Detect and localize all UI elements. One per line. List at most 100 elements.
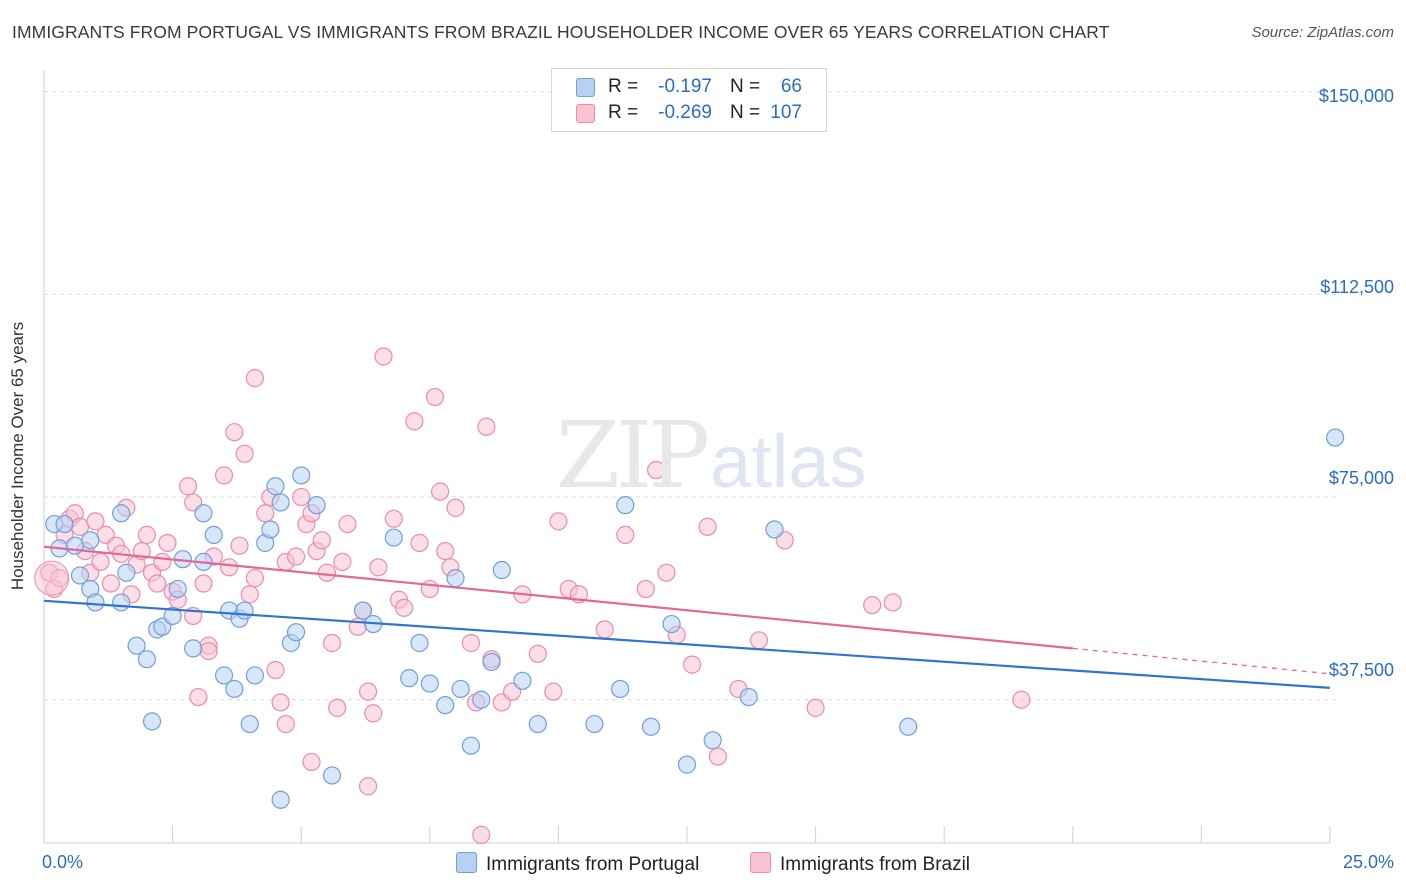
brazil-point	[220, 558, 239, 577]
brazil-swatch	[576, 104, 595, 123]
portugal-point	[703, 731, 722, 750]
portugal-point	[65, 536, 84, 555]
portugal-point	[400, 669, 419, 688]
portugal-point	[436, 696, 455, 715]
brazil-point	[863, 596, 882, 615]
portugal-point	[322, 766, 342, 785]
portugal-point	[616, 496, 635, 515]
brazil-point	[698, 517, 717, 536]
brazil-point	[214, 466, 234, 485]
r-value: -0.197	[658, 76, 712, 97]
portugal-point	[235, 601, 254, 620]
brazil-point	[333, 552, 352, 572]
brazil-point	[225, 423, 244, 442]
portugal-point	[739, 687, 758, 707]
brazil-point	[266, 660, 285, 680]
portugal-point	[214, 666, 234, 685]
portugal-points	[45, 428, 1345, 809]
r-value: -0.269	[658, 102, 712, 123]
brazil-legend-swatch	[750, 852, 771, 873]
portugal-point	[585, 714, 604, 734]
portugal-point	[420, 674, 439, 693]
brazil-point	[286, 547, 306, 566]
brazil-point	[358, 682, 378, 701]
brazil-point	[322, 633, 342, 653]
stats-legend: R = -0.197 N = 66 R = -0.269 N = 107	[551, 68, 827, 132]
brazil-point	[472, 825, 491, 844]
legend-label-portugal: Immigrants from Portugal	[486, 854, 700, 875]
brazil-point	[369, 558, 388, 577]
portugal-point	[266, 477, 285, 496]
brazil-point	[430, 482, 450, 501]
portugal-swatch	[576, 78, 595, 97]
brazil-point	[312, 531, 331, 550]
brazil-point	[461, 633, 481, 653]
portugal-point	[353, 601, 373, 620]
portugal-point	[70, 566, 90, 585]
brazil-point	[230, 536, 249, 555]
brazil-point	[749, 631, 769, 650]
portugal-point	[677, 755, 697, 774]
portugal-point	[307, 496, 326, 515]
brazil-point	[616, 525, 635, 544]
portugal-point	[899, 717, 918, 736]
brazil-point	[384, 509, 403, 528]
brazil-point	[328, 698, 347, 717]
portugal-trend-line	[43, 599, 1331, 689]
brazil-trend-extension	[1072, 647, 1331, 675]
brazil-point	[256, 504, 275, 523]
portugal-point	[184, 639, 203, 658]
brazil-trend-line	[43, 545, 1073, 650]
brazil-point	[271, 693, 290, 712]
legend-label-brazil: Immigrants from Brazil	[780, 854, 971, 875]
brazil-point	[528, 644, 547, 663]
y-tick-label: $37,500	[1328, 660, 1394, 680]
brazil-point	[178, 477, 198, 496]
brazil-point	[245, 369, 265, 388]
brazil-point	[364, 704, 383, 723]
portugal-point	[528, 714, 547, 734]
portugal-point	[127, 636, 146, 655]
brazil-point	[240, 585, 259, 604]
y-tick-label: $112,500	[1320, 277, 1394, 297]
brazil-point	[101, 574, 120, 593]
chart-title: IMMIGRANTS FROM PORTUGAL VS IMMIGRANTS F…	[12, 22, 1110, 42]
portugal-point	[472, 690, 491, 709]
portugal-point	[142, 712, 162, 731]
portugal-point	[513, 671, 532, 690]
brazil-point	[549, 512, 568, 531]
legend-item-portugal[interactable]: Immigrants from Portugal	[456, 852, 699, 876]
brazil-point	[446, 498, 465, 517]
y-tick-label: $150,000	[1318, 86, 1394, 106]
portugal-point	[137, 650, 156, 669]
portugal-point	[292, 466, 311, 485]
brazil-point	[338, 514, 357, 534]
portugal-point	[55, 514, 74, 534]
brazil-point	[194, 574, 213, 593]
portugal-point	[112, 504, 131, 523]
portugal-point	[112, 593, 131, 612]
portugal-point	[765, 520, 784, 539]
x-tick-label-max: 25.0%	[1342, 852, 1394, 872]
brazil-point	[158, 533, 177, 553]
brazil-point	[189, 687, 208, 707]
brazil-point	[374, 347, 393, 366]
brazil-point	[647, 460, 666, 480]
portugal-point	[271, 493, 290, 512]
portugal-point	[1326, 428, 1345, 447]
brazil-point	[683, 655, 702, 674]
brazil-point	[199, 642, 218, 661]
brazil-point	[148, 574, 167, 593]
brazil-point	[86, 512, 105, 531]
y-tick-label: $75,000	[1328, 468, 1394, 488]
brazil-point	[595, 620, 614, 639]
legend-item-brazil[interactable]: Immigrants from Brazil	[750, 852, 970, 876]
portugal-point	[446, 569, 465, 588]
portugal-point	[81, 531, 100, 550]
brazil-point	[405, 412, 424, 431]
portugal-point	[384, 528, 403, 547]
portugal-point	[451, 679, 470, 699]
source-label: Source: ZipAtlas.com	[1251, 24, 1394, 41]
r-label: R =	[608, 102, 639, 123]
brazil-point	[636, 579, 655, 599]
